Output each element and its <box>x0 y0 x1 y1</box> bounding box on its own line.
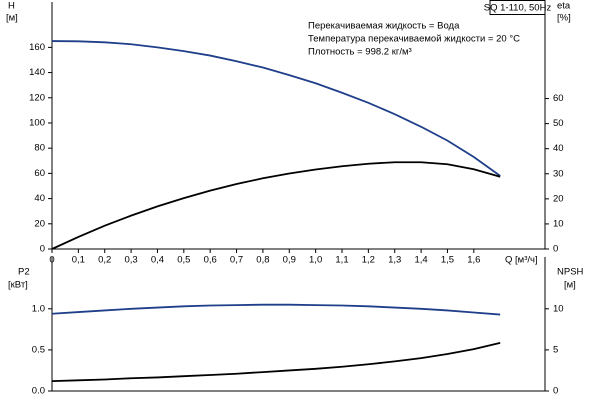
y2-tick-label: 20 <box>553 193 564 204</box>
y2-tick-label: 10 <box>553 303 564 314</box>
x-tick-label: 0,2 <box>98 255 111 266</box>
y-tick-label: 160 <box>29 42 45 53</box>
x-tick-label: 0,1 <box>72 255 85 266</box>
title-box <box>489 0 546 15</box>
y-tick-label: 120 <box>29 92 45 103</box>
y-tick-label: 1.0 <box>32 303 45 314</box>
y2-tick-label: 30 <box>553 168 564 179</box>
curve <box>51 342 501 383</box>
chart-title: SQ 1-110, 50Hz <box>484 3 552 14</box>
y2-tick-label: 60 <box>553 93 564 104</box>
x-tick-label: 1,2 <box>362 255 375 266</box>
x-tick-label: 0 <box>49 255 54 266</box>
y-tick-label: 40 <box>34 193 45 204</box>
y2-tick-label: 40 <box>553 143 564 154</box>
y2-tick-label: 0 <box>553 244 558 255</box>
y2-axis-label: NPSH <box>557 267 584 278</box>
x-tick-label: 0,7 <box>230 255 243 266</box>
x-tick-label: 1,1 <box>335 255 348 266</box>
x-tick-label: 0,8 <box>256 255 269 266</box>
x-tick-label: 1,0 <box>309 255 322 266</box>
curve <box>51 161 501 250</box>
x-tick-label: 0,5 <box>177 255 190 266</box>
y2-tick-label: 50 <box>553 118 564 129</box>
curve <box>51 40 501 177</box>
y-tick-label: 140 <box>29 67 45 78</box>
y-tick-label: 0 <box>40 244 45 255</box>
annotation: Температура перекачиваемой жидкости = 20… <box>308 34 520 45</box>
x-tick-label: 1,4 <box>414 255 427 266</box>
annotation: Плотность = 998.2 кг/м³ <box>308 47 412 58</box>
y-tick-label: 80 <box>34 143 45 154</box>
x-axis-label: Q [м³/ч] <box>505 255 538 266</box>
x-tick-label: 1,6 <box>467 255 480 266</box>
y-tick-label: 100 <box>29 117 45 128</box>
y-tick-label: 60 <box>34 168 45 179</box>
y-axis-unit: [кВт] <box>8 280 28 291</box>
x-tick-label: 0,6 <box>204 255 217 266</box>
y-axis-unit: [м] <box>6 13 18 24</box>
y2-axis-label: eta <box>557 1 571 12</box>
x-tick-label: 1,5 <box>441 255 454 266</box>
y-axis-label: H <box>8 1 15 12</box>
y-tick-label: 0.5 <box>32 344 45 355</box>
y-axis-label: P2 <box>18 267 30 278</box>
y2-axis-unit: [%] <box>557 13 571 24</box>
x-tick-label: 1,3 <box>388 255 401 266</box>
x-tick-label: 0,4 <box>151 255 164 266</box>
y2-tick-label: 5 <box>553 344 558 355</box>
curve <box>51 303 501 316</box>
y-tick-label: 0.0 <box>32 386 45 397</box>
y-tick-label: 20 <box>34 218 45 229</box>
x-tick-label: 0,3 <box>124 255 137 266</box>
annotation: Перекачиваемая жидкость = Вода <box>308 21 460 32</box>
y2-tick-label: 10 <box>553 218 564 229</box>
x-tick-label: 0,9 <box>283 255 296 266</box>
y2-tick-label: 0 <box>553 386 558 397</box>
y2-axis-unit: [м] <box>564 280 576 291</box>
